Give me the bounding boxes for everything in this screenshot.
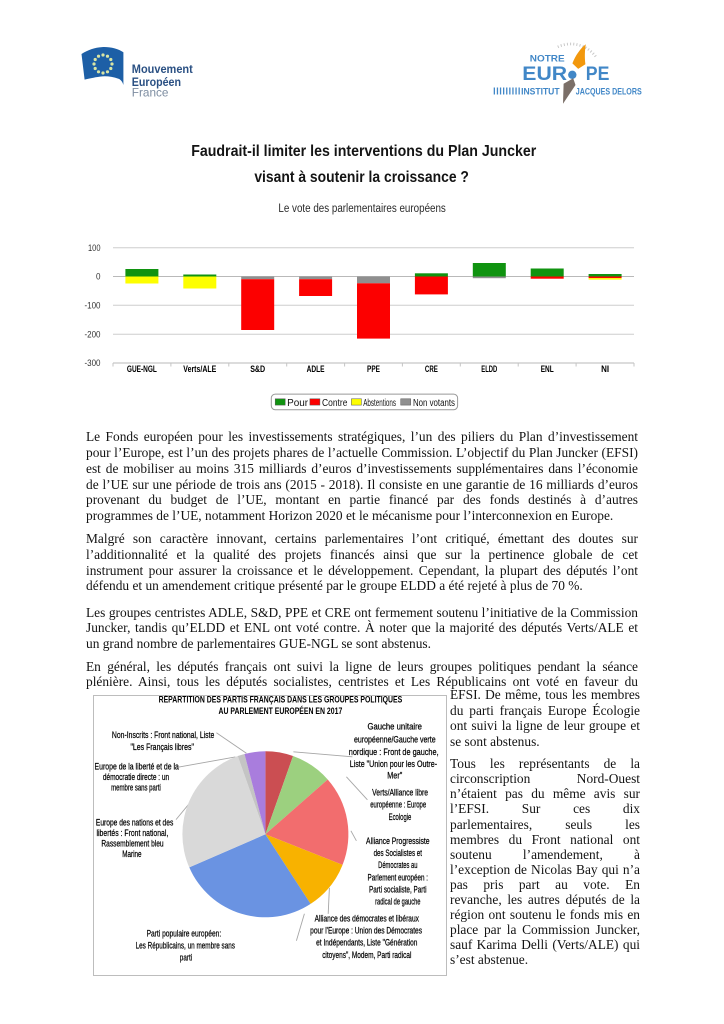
- svg-text:100: 100: [88, 243, 101, 253]
- svg-text:Parti socialiste, Parti: Parti socialiste, Parti: [369, 885, 427, 895]
- svg-text:-300: -300: [85, 358, 101, 368]
- svg-text:radical de gauche: radical de gauche: [375, 897, 420, 907]
- svg-text:Non votants: Non votants: [413, 398, 455, 409]
- svg-text:Parti populaire européen:: Parti populaire européen:: [146, 928, 221, 938]
- svg-text:-200: -200: [85, 329, 101, 339]
- svg-text:Mer": Mer": [387, 771, 402, 781]
- svg-text:Contre: Contre: [322, 398, 348, 409]
- svg-text:-100: -100: [85, 300, 101, 310]
- svg-text:européenne/Gauche verte: européenne/Gauche verte: [354, 735, 436, 745]
- svg-text:AU PARLEMENT EUROPÉEN EN 2017: AU PARLEMENT EUROPÉEN EN 2017: [218, 706, 342, 717]
- svg-text:Verts/ALE: Verts/ALE: [183, 364, 216, 374]
- svg-text:et Indépendants, Liste "Généra: et Indépendants, Liste "Génération: [316, 938, 417, 948]
- svg-text:CRE: CRE: [425, 364, 438, 374]
- svg-text:Gauche unitaire: Gauche unitaire: [367, 722, 422, 732]
- svg-text:Abstentions: Abstentions: [363, 398, 396, 409]
- svg-text:Marine: Marine: [122, 849, 141, 859]
- svg-text:Alliance Progressiste: Alliance Progressiste: [366, 836, 430, 846]
- svg-text:Démocrates au: Démocrates au: [378, 860, 417, 870]
- svg-text:France: France: [132, 86, 169, 100]
- svg-text:EUR: EUR: [522, 64, 567, 85]
- svg-text:libertés : Front national,: libertés : Front national,: [96, 828, 168, 838]
- svg-text:Verts/Alliance libre: Verts/Alliance libre: [372, 788, 428, 798]
- svg-text:PE: PE: [586, 64, 610, 85]
- svg-text:Europe de la liberté et de la: Europe de la liberté et de la: [94, 761, 178, 771]
- svg-text:Liste "Union pour les Outre-: Liste "Union pour les Outre-: [349, 759, 436, 769]
- svg-text:NOTRE: NOTRE: [530, 53, 565, 64]
- svg-text:membre sans parti: membre sans parti: [111, 782, 161, 792]
- svg-text:Parlement européen :: Parlement européen :: [367, 872, 428, 882]
- svg-text:0: 0: [96, 272, 101, 282]
- svg-text:S&D: S&D: [250, 364, 265, 374]
- svg-text:Non-Inscrits : Front national,: Non-Inscrits : Front national, Liste: [111, 730, 213, 740]
- svg-text:parti: parti: [179, 952, 191, 962]
- svg-text:Les Républicains, un membre sa: Les Républicains, un membre sans: [135, 940, 235, 950]
- svg-text:NI: NI: [601, 364, 609, 374]
- svg-text:Pour: Pour: [287, 398, 309, 409]
- svg-text:ENL: ENL: [541, 364, 554, 374]
- svg-text:Mouvement: Mouvement: [132, 62, 193, 76]
- svg-text:PPE: PPE: [367, 364, 380, 374]
- svg-text:Ecologie: Ecologie: [388, 812, 411, 822]
- svg-text:Europe des nations et des: Europe des nations et des: [95, 817, 173, 827]
- svg-text:citoyens", Modem, Parti radica: citoyens", Modem, Parti radical: [322, 950, 411, 960]
- svg-text:ADLE: ADLE: [307, 364, 325, 374]
- svg-text:nordique : Front de gauche,: nordique : Front de gauche,: [348, 747, 438, 757]
- svg-text:européenne : Europe: européenne : Europe: [370, 800, 426, 810]
- svg-text:démocratie directe : un: démocratie directe : un: [102, 772, 168, 782]
- svg-text:Alliance des démocrates et lib: Alliance des démocrates et libéraux: [314, 914, 419, 924]
- svg-text:pour l'Europe : Union des Démo: pour l'Europe : Union des Démocrates: [310, 926, 422, 936]
- svg-text:RÉPARTITION DES PARTIS FRANÇAI: RÉPARTITION DES PARTIS FRANÇAIS DANS LES…: [158, 695, 402, 706]
- svg-text:GUE-NGL: GUE-NGL: [127, 364, 157, 374]
- svg-text:JACQUES DELORS: JACQUES DELORS: [576, 87, 642, 98]
- svg-text:Rassemblement bleu: Rassemblement bleu: [101, 838, 163, 848]
- svg-text:ELDD: ELDD: [481, 364, 497, 374]
- svg-text:Européen: Européen: [132, 75, 181, 89]
- svg-text:INSTITUT: INSTITUT: [521, 87, 560, 98]
- svg-text:des Socialistes et: des Socialistes et: [373, 848, 422, 858]
- svg-text:"Les Français libres": "Les Français libres": [130, 742, 194, 752]
